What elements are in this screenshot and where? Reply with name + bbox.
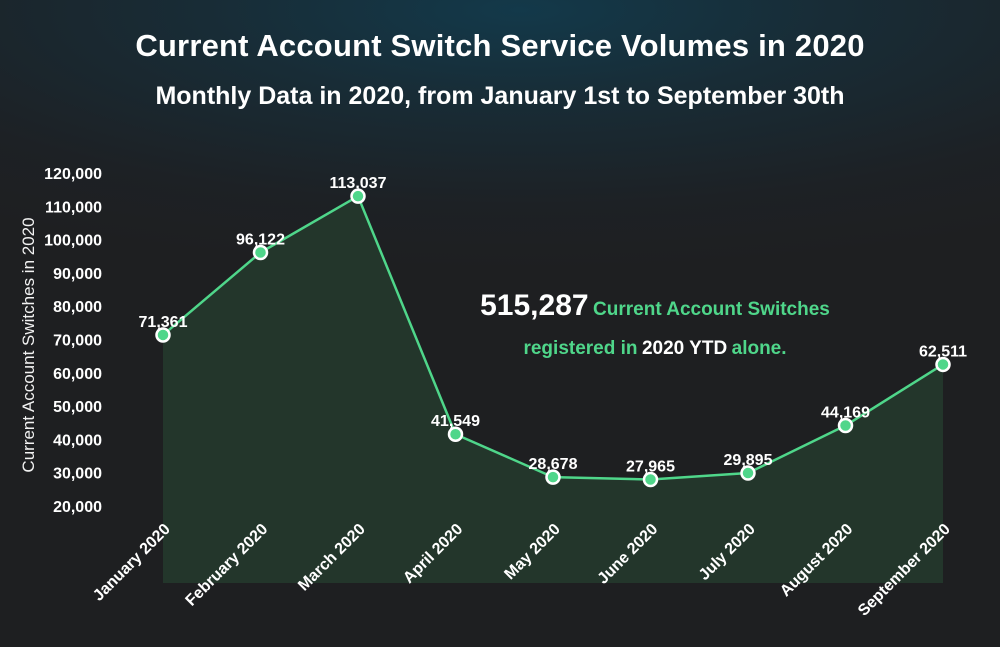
data-label: 71,361 (139, 314, 188, 331)
points-layer (155, 188, 951, 488)
callout-text-2: registered in (523, 338, 638, 359)
y-axis-ticks: 20,000 30,000 40,000 50,000 60,000 70,000 80,0… (44, 166, 102, 516)
y-tick-label: 120,000 (44, 166, 102, 183)
data-point (740, 465, 756, 481)
callout-text-1: Current Account Switches (593, 299, 830, 320)
callout-total: 515,287 (480, 289, 589, 322)
y-tick-label: 20,000 (53, 499, 102, 516)
y-tick-label: 40,000 (53, 432, 102, 449)
y-tick-label: 60,000 (53, 366, 102, 383)
y-tick-label: 100,000 (44, 233, 102, 250)
total-callout: 515,287 Current Account Switches registe… (420, 287, 890, 369)
data-label: 29,895 (724, 452, 773, 469)
chart-title: Current Account Switch Service Volumes i… (135, 28, 865, 63)
data-label: 41,549 (431, 413, 480, 430)
x-tick-label: January 2020 (90, 521, 174, 605)
data-labels: 71,361 96,122 113,037 41,549 28,678 27,965 29,… (139, 175, 968, 475)
chart-subtitle: Monthly Data in 2020, from January 1st t… (155, 82, 845, 110)
data-point (447, 426, 464, 442)
area-layer (163, 196, 943, 584)
callout-text-4: alone. (731, 338, 787, 359)
data-point (155, 327, 171, 343)
callout-text-3: 2020 YTD (641, 338, 728, 359)
data-point (837, 417, 854, 434)
y-tick-label: 50,000 (53, 399, 102, 416)
data-point (252, 244, 269, 261)
data-label: 28,678 (529, 456, 578, 473)
data-point (642, 471, 659, 488)
y-tick-label: 70,000 (53, 333, 102, 350)
data-label: 44,169 (821, 405, 870, 422)
data-point (935, 356, 951, 373)
y-tick-label: 110,000 (45, 199, 102, 216)
data-point (350, 188, 366, 204)
area-fill (163, 196, 943, 584)
data-point (545, 469, 561, 485)
data-label: 62,511 (919, 343, 967, 360)
data-label: 27,965 (626, 458, 675, 475)
y-tick-label: 90,000 (53, 266, 102, 283)
y-tick-label: 30,000 (53, 466, 102, 483)
data-label: 113,037 (330, 175, 387, 192)
y-tick-label: 80,000 (53, 299, 102, 316)
data-label: 96,122 (236, 232, 285, 249)
